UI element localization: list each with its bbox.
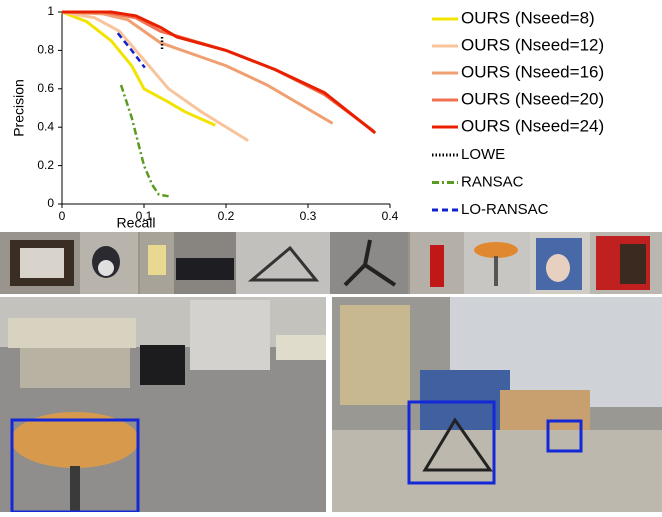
y-tick-label: 0.2: [37, 158, 54, 172]
thumbnail-strip: [0, 232, 662, 294]
series-line: [62, 12, 333, 123]
y-tick-label: 0.6: [37, 81, 54, 95]
figure: Recall Precision 00.10.20.30.400.20.40.6…: [0, 0, 662, 512]
legend-label: LO-RANSAC: [461, 201, 549, 218]
series-line: [118, 33, 145, 68]
x-tick-label: 0.3: [300, 209, 317, 223]
x-tick-label: 0.4: [382, 209, 399, 223]
y-tick-label: 1: [47, 4, 54, 18]
legend-label: RANSAC: [461, 173, 524, 190]
photo-left: [0, 297, 326, 512]
legend-label: OURS (Nseed=16): [461, 62, 604, 81]
series-line: [62, 12, 374, 131]
legend-label: LOWE: [461, 146, 505, 163]
x-tick-label: 0.2: [218, 209, 235, 223]
y-tick-label: 0: [47, 196, 54, 210]
page: Recall Precision 00.10.20.30.400.20.40.6…: [0, 0, 662, 512]
photo-right: [332, 297, 662, 512]
y-axis-label: Precision: [11, 79, 27, 137]
legend-label: OURS (Nseed=20): [461, 89, 604, 108]
legend-label: OURS (Nseed=24): [461, 116, 604, 135]
legend-label: OURS (Nseed=12): [461, 35, 604, 54]
series-line: [121, 85, 169, 196]
legend-label: OURS (Nseed=8): [461, 8, 595, 27]
x-tick-label: 0.1: [136, 209, 153, 223]
series-line: [62, 12, 248, 141]
y-tick-label: 0.4: [37, 119, 54, 133]
series-line: [62, 12, 375, 133]
x-tick-label: 0: [59, 209, 66, 223]
y-tick-label: 0.8: [37, 43, 54, 57]
